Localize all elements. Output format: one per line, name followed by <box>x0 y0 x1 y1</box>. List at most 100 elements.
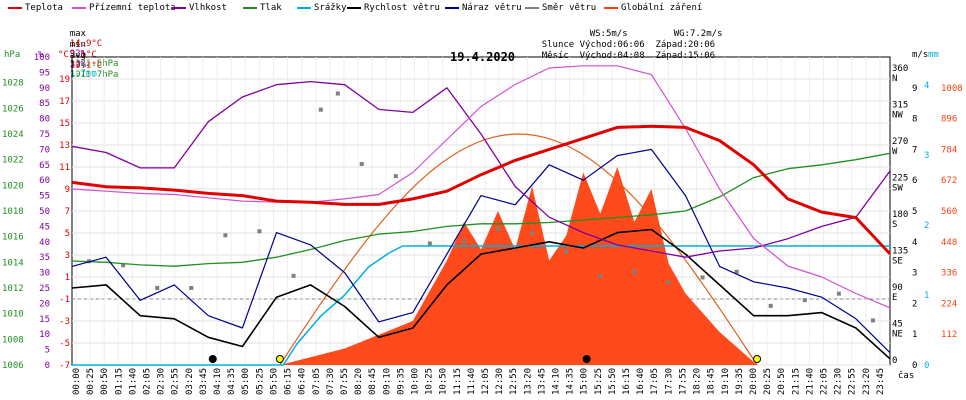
tick-label-time: 02:55 <box>171 368 181 395</box>
tick-label-direction: 45 <box>892 320 903 330</box>
stats-row-max: max 14.9°C 92% 1022.5hPa 1.7mm <box>48 19 119 89</box>
stats-max-label: max <box>69 29 86 39</box>
stats-max-temp: 14.9°C <box>69 39 103 49</box>
tick-label-pressure: 1012 <box>2 284 24 294</box>
point-wind-direction <box>802 298 807 303</box>
point-wind-direction <box>768 303 773 308</box>
tick-label-wind-speed: 5 <box>912 207 917 217</box>
legend-swatch <box>172 6 186 9</box>
legend-label: Rychlost větru <box>364 3 440 13</box>
tick-label-temperature: 1 <box>65 273 70 283</box>
tick-label-direction-name: N <box>892 74 897 84</box>
point-wind-direction <box>530 230 535 235</box>
tick-label-temperature: -3 <box>59 317 70 327</box>
tick-label-humidity: 70 <box>39 145 50 155</box>
tick-label-humidity: 60 <box>39 176 50 186</box>
legend-item-2: Vlhkost <box>172 0 227 16</box>
tick-label-time: 02:30 <box>157 368 167 395</box>
tick-label-time: 22:55 <box>848 368 858 395</box>
tick-label-time: 00:00 <box>72 368 82 395</box>
chart-title: 19.4.2020 <box>450 50 516 64</box>
legend-swatch <box>8 6 22 9</box>
tick-label-time: 17:05 <box>650 368 660 395</box>
tick-label-temperature: 17 <box>59 97 70 107</box>
tick-label-time: 23:45 <box>876 368 886 395</box>
stats-min-temp: 3.1°C <box>69 50 97 60</box>
tick-label-time: 02:05 <box>143 368 153 395</box>
tick-label-wind-speed: 4 <box>912 238 917 248</box>
axis-label-wind-speed: m/s <box>912 50 928 60</box>
tick-label-direction: 360 <box>892 64 908 74</box>
tick-label-radiation: 112 <box>941 330 957 340</box>
tick-label-temperature: -5 <box>59 339 70 349</box>
tick-label-time: 08:45 <box>368 368 378 395</box>
tick-label-time: 10:00 <box>410 368 420 395</box>
sunrise-marker <box>275 355 284 363</box>
tick-label-time: 00:50 <box>100 368 110 395</box>
legend-item-4: Srážky <box>297 0 347 16</box>
tick-label-pressure: 1016 <box>2 233 24 243</box>
legend-swatch <box>72 6 86 9</box>
axis-label-rain: mm <box>928 50 939 60</box>
tick-label-temperature: 13 <box>59 141 70 151</box>
series-wind-gust-line <box>71 148 891 354</box>
tick-label-direction-name: S <box>892 220 897 230</box>
stats-avg-temp: 10.1°C <box>69 61 103 71</box>
tick-label-humidity: 0 <box>45 361 50 371</box>
tick-label-rain: 1 <box>924 291 929 301</box>
tick-label-humidity: 95 <box>39 68 50 78</box>
tick-label-time: 09:10 <box>382 368 392 395</box>
series-temperature-line <box>71 124 892 255</box>
tick-label-wind-speed: 3 <box>912 269 917 279</box>
stats-max-hum: 92% <box>69 49 86 59</box>
stats-min-hum: 32% <box>69 60 86 70</box>
point-wind-direction <box>189 286 194 290</box>
point-wind-direction <box>318 107 323 112</box>
axis-label-time: čas <box>898 370 914 381</box>
tick-label-humidity: 55 <box>39 192 50 202</box>
tick-label-time: 16:40 <box>636 368 646 395</box>
tick-label-time: 17:30 <box>664 368 674 395</box>
tick-label-pressure: 1022 <box>2 156 24 166</box>
tick-label-pressure: 1026 <box>2 104 24 114</box>
tick-label-time: 15:25 <box>594 368 604 395</box>
point-wind-direction <box>335 91 340 96</box>
stats-ws: WS:5m/s <box>589 29 628 39</box>
tick-label-time: 03:45 <box>199 368 209 395</box>
tick-label-direction: 90 <box>892 283 903 293</box>
tick-label-time: 22:30 <box>834 368 844 395</box>
tick-label-pressure: 1014 <box>2 258 24 268</box>
legend-label: Globální záření <box>621 3 703 13</box>
tick-label-time: 04:35 <box>227 368 237 395</box>
tick-label-time: 12:05 <box>481 368 491 395</box>
tick-label-wind-speed: 6 <box>912 176 917 186</box>
tick-label-time: 21:15 <box>791 368 801 395</box>
tick-label-pressure: 1006 <box>2 361 24 371</box>
stats-min-press: 1013.7hPa <box>69 70 119 80</box>
tick-label-direction-name: E <box>892 293 897 303</box>
tick-label-time: 01:40 <box>128 368 138 395</box>
tick-label-direction-name: SE <box>892 257 903 267</box>
tick-label-direction-name: SW <box>892 184 903 194</box>
stats-row-min: min 3.1°C 32% 1013.7hPa <box>48 30 119 90</box>
tick-label-wind-speed: 0 <box>912 361 917 371</box>
stats-moon: Měsíc Východ:04:08 Západ:15:06 <box>520 41 715 71</box>
tick-label-time: 07:05 <box>312 368 322 395</box>
point-wind-direction <box>564 249 569 254</box>
stats-max-rain: 1.7mm <box>69 69 97 79</box>
tick-label-pressure: 1024 <box>2 130 24 140</box>
tick-label-time: 14:10 <box>552 368 562 395</box>
tick-label-radiation: 560 <box>941 207 957 217</box>
point-wind-direction <box>836 291 841 296</box>
tick-label-time: 22:05 <box>819 368 829 395</box>
point-wind-direction <box>359 161 364 166</box>
tick-label-direction: 315 <box>892 101 908 111</box>
tick-label-temperature: 9 <box>65 185 70 195</box>
tick-label-time: 03:20 <box>185 368 195 395</box>
legend-swatch <box>604 6 618 9</box>
point-wind-direction <box>700 275 705 280</box>
stats-sun: Slunce Východ:06:06 Západ:20:06 <box>520 30 715 60</box>
tick-label-time: 00:25 <box>86 368 96 395</box>
